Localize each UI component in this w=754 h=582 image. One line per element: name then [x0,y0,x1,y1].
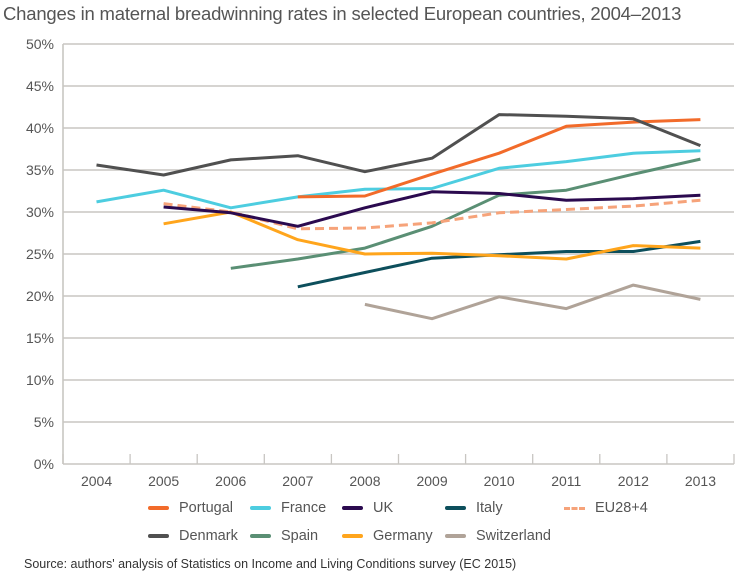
series-line-france [96,149,701,210]
x-tick-label: 2011 [551,473,581,489]
y-tick-label: 30% [26,204,54,220]
y-tick-label: 20% [26,288,54,304]
x-tick-label: 2007 [282,473,313,489]
series-line-uk [163,190,701,228]
y-axis-ticks: 0% 5% 10% 15% 20% 25% 30% 35% 40% 45% 50% [26,36,54,472]
chart-title: Changes in maternal breadwinning rates i… [3,3,682,24]
x-axis: 2004 2005 2006 2007 2008 2009 2010 2011 2012 2013 [62,454,735,489]
legend-swatch [342,506,363,510]
series-lines [96,113,701,321]
legend-swatch [250,534,271,538]
legend-label: Denmark [179,528,238,544]
x-tick-label: 2013 [685,473,716,489]
legend-item: UK [342,500,393,516]
y-tick-label: 40% [26,120,54,136]
y-tick-label: 35% [26,162,54,178]
legend-swatch [148,534,169,538]
series-line-denmark [96,113,701,177]
y-tick-label: 15% [26,330,54,346]
series-line-spain [230,157,701,270]
legend-label: Switzerland [476,528,551,544]
legend-label: EU28+4 [595,500,648,516]
series-line-portugal [297,118,701,199]
x-tick-label: 2006 [215,473,246,489]
legend-item: EU28+4 [564,500,648,516]
legend-swatch [148,506,169,510]
legend-swatch [342,534,363,538]
source-note: Source: authors' analysis of Statistics … [24,557,517,571]
series-line-switzerland [364,283,701,321]
legend-label: Germany [373,528,433,544]
legend-swatch [445,506,466,510]
legend-label: Portugal [179,500,234,516]
legend-item: Portugal [148,500,233,516]
legend-swatch [445,534,466,538]
legend-label: UK [373,500,394,516]
legend-item: Switzerland [445,528,551,544]
y-tick-label: 0% [34,456,54,472]
legend-label: France [281,500,327,516]
legend-swatch [250,506,271,510]
legend-label: Spain [281,528,319,544]
x-tick-label: 2010 [484,473,515,489]
series-line-germany [163,210,701,261]
legend-item: Germany [342,528,433,544]
legend-item: France [250,500,326,516]
legend-item: Italy [445,500,503,516]
legend-swatch [564,506,585,510]
y-tick-label: 5% [34,414,54,430]
y-tick-label: 50% [26,36,54,52]
legend-item: Spain [250,528,318,544]
y-tick-label: 45% [26,78,54,94]
x-tick-label: 2009 [416,473,447,489]
legend-item: Denmark [148,528,238,544]
y-tick-label: 25% [26,246,54,262]
y-tick-label: 10% [26,372,54,388]
x-tick-label: 2004 [81,473,112,489]
x-tick-label: 2008 [349,473,380,489]
legend-label: Italy [476,500,503,516]
x-tick-label: 2012 [618,473,649,489]
x-tick-label: 2005 [148,473,179,489]
